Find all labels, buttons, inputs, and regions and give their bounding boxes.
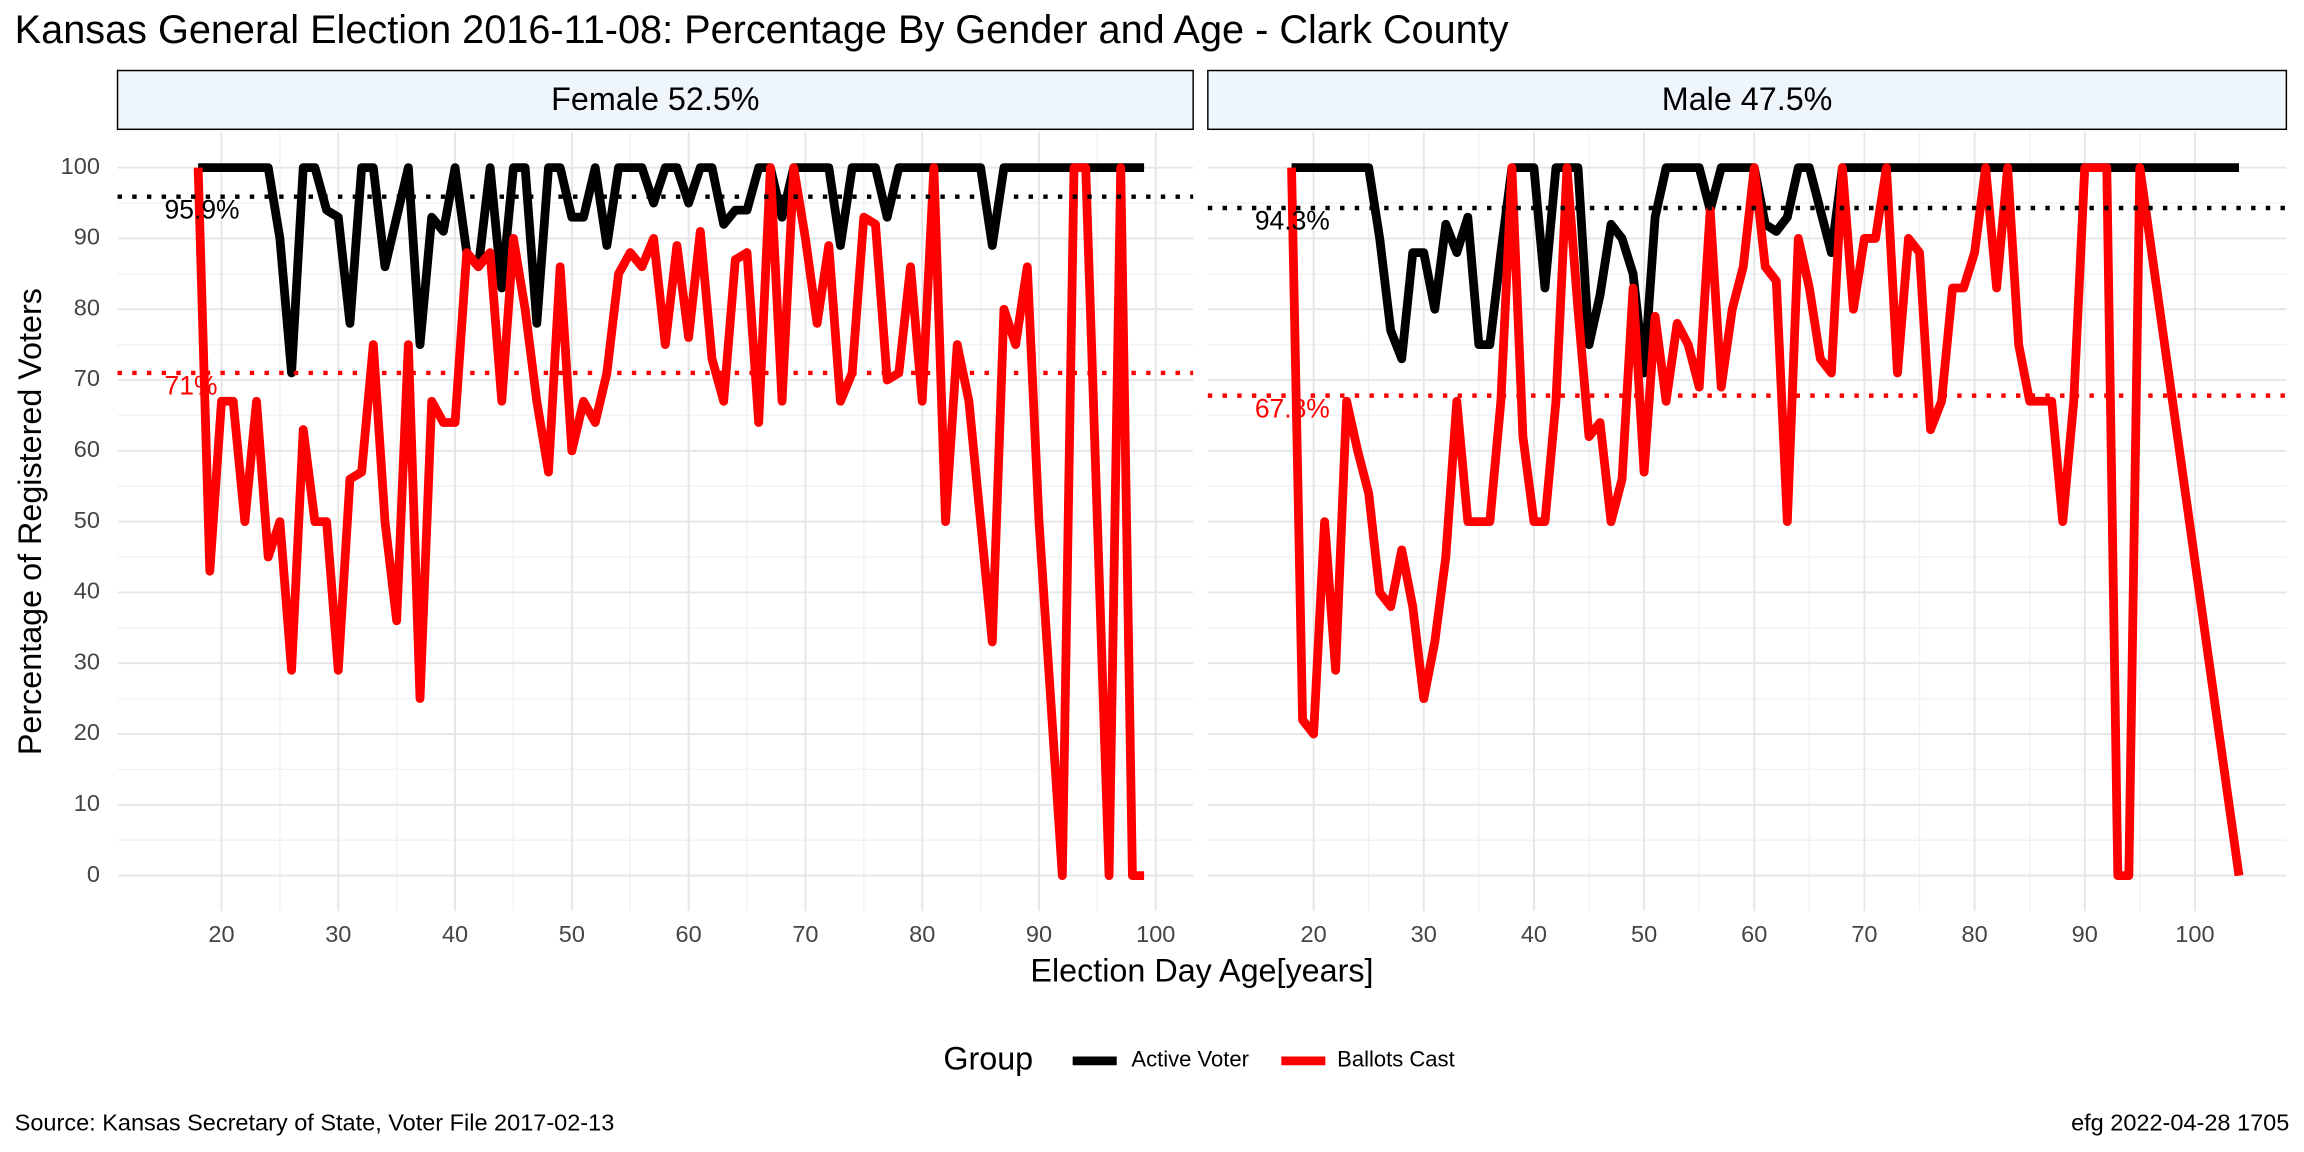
x-tick-label: 60 [676,921,702,947]
y-tick-label: 30 [74,648,100,674]
x-tick-label: 100 [1136,921,1175,947]
y-axis-label: Percentage of Registered Voters [12,288,48,755]
legend-label: Active Voter [1131,1047,1249,1072]
reference-label: 95.9% [165,194,240,224]
data-line [193,163,1145,881]
x-tick-label: 80 [909,921,935,947]
y-tick-label: 70 [74,365,100,391]
data-line [1287,163,2244,881]
y-tick-label: 60 [74,436,100,462]
x-tick-label: 20 [1301,921,1327,947]
y-tick-label: 20 [74,719,100,745]
x-tick-label: 40 [1521,921,1547,947]
x-axis-label: Election Day Age[years] [1030,952,1373,988]
x-tick-label: 70 [792,921,818,947]
x-tick-label: 80 [1962,921,1988,947]
facet-title: Female 52.5% [551,81,759,117]
facet-strip [1207,69,2288,131]
x-tick-label: 90 [1026,921,1052,947]
reference-label: 94.3% [1255,206,1330,236]
legend-label: Ballots Cast [1337,1047,1455,1072]
y-tick-label: 90 [74,224,100,250]
y-tick-label: 0 [87,861,100,887]
reference-label: 67.8% [1255,393,1330,423]
y-tick-label: 100 [61,153,100,179]
x-tick-label: 60 [1741,921,1767,947]
x-tick-label: 40 [442,921,468,947]
facet-strip [116,69,1194,131]
legend-title: Group [943,1040,1033,1076]
x-tick-label: 30 [325,921,351,947]
reference-label: 71% [165,371,218,401]
y-tick-label: 40 [74,578,100,604]
y-tick-label: 80 [74,294,100,320]
y-tick-label: 50 [74,507,100,533]
x-tick-label: 50 [1631,921,1657,947]
facet-title: Male 47.5% [1662,81,1833,117]
x-tick-label: 100 [2175,921,2214,947]
data-line [198,163,1145,378]
x-tick-label: 90 [2072,921,2098,947]
y-tick-label: 10 [74,790,100,816]
x-tick-label: 70 [1851,921,1877,947]
stamp-note: efg 2022-04-28 1705 [2071,1109,2289,1135]
x-tick-label: 50 [559,921,585,947]
x-tick-label: 20 [208,921,234,947]
source-note: Source: Kansas Secretary of State, Voter… [15,1109,615,1135]
chart-title: Kansas General Election 2016-11-08: Perc… [15,8,1509,52]
x-tick-label: 30 [1411,921,1437,947]
